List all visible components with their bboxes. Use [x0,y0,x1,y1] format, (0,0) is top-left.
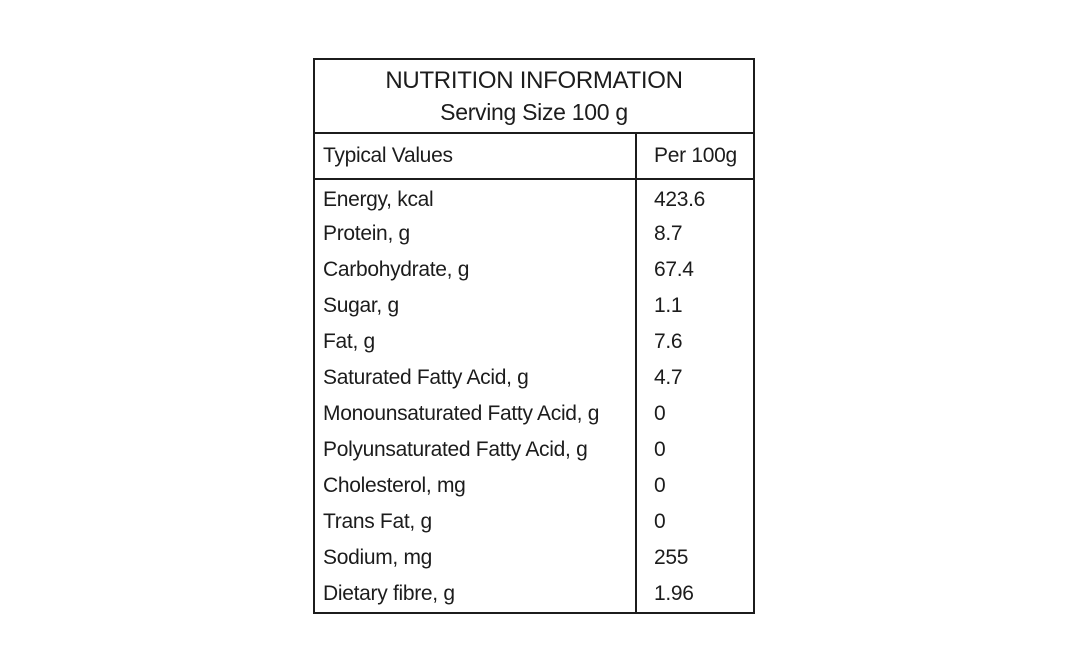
column-header-typical-values: Typical Values [315,134,637,178]
row-value: 423.6 [654,188,706,211]
nutrition-information-table: NUTRITION INFORMATION Serving Size 100 g… [313,58,755,614]
table-row-dietary-fibre: Dietary fibre, g 1.96 [315,576,753,612]
row-label: Saturated Fatty Acid, g [315,360,637,396]
table-title-section: NUTRITION INFORMATION Serving Size 100 g [315,60,753,134]
row-value: 7.6 [654,330,683,353]
row-value: 1.96 [654,582,694,605]
table-body: Energy, kcal 423.6 Protein, g 8.7 Carboh… [315,180,753,612]
row-value: 1.1 [654,294,683,317]
row-value: 0 [654,402,666,425]
column-header-per-100g: Per 100g [654,144,737,167]
row-value: 255 [654,546,689,569]
row-label: Energy, kcal [315,180,637,216]
row-value: 67.4 [654,258,694,281]
table-row-polyunsaturated-fatty-acid: Polyunsaturated Fatty Acid, g 0 [315,432,753,468]
row-label: Sugar, g [315,288,637,324]
row-label: Polyunsaturated Fatty Acid, g [315,432,637,468]
table-row-protein: Protein, g 8.7 [315,216,753,252]
table-row-energy: Energy, kcal 423.6 [315,180,753,216]
table-row-monounsaturated-fatty-acid: Monounsaturated Fatty Acid, g 0 [315,396,753,432]
row-label: Cholesterol, mg [315,468,637,504]
serving-size-subtitle: Serving Size 100 g [440,99,628,125]
table-header-row: Typical Values Per 100g [315,134,753,180]
table-row-saturated-fatty-acid: Saturated Fatty Acid, g 4.7 [315,360,753,396]
table-title: NUTRITION INFORMATION [385,67,683,94]
table-row-sodium: Sodium, mg 255 [315,540,753,576]
table-row-cholesterol: Cholesterol, mg 0 [315,468,753,504]
row-value: 0 [654,474,666,497]
row-label: Protein, g [315,216,637,252]
table-row-carbohydrate: Carbohydrate, g 67.4 [315,252,753,288]
table-row-fat: Fat, g 7.6 [315,324,753,360]
row-label: Carbohydrate, g [315,252,637,288]
row-label: Monounsaturated Fatty Acid, g [315,396,637,432]
row-value: 8.7 [654,222,683,245]
row-label: Trans Fat, g [315,504,637,540]
row-value: 0 [654,510,666,533]
row-value: 0 [654,438,666,461]
table-row-trans-fat: Trans Fat, g 0 [315,504,753,540]
row-label: Sodium, mg [315,540,637,576]
row-label: Dietary fibre, g [315,576,637,612]
row-label: Fat, g [315,324,637,360]
row-value: 4.7 [654,366,683,389]
table-row-sugar: Sugar, g 1.1 [315,288,753,324]
